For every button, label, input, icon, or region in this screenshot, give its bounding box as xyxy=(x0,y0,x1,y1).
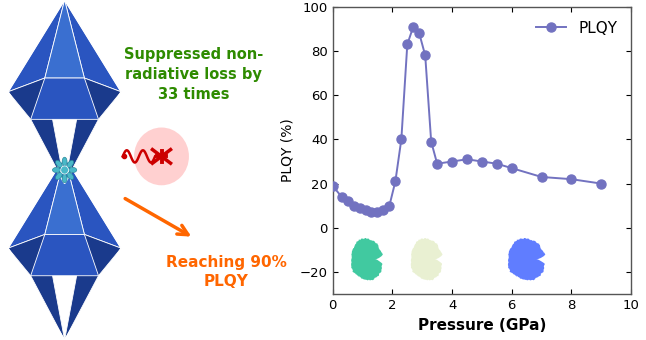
PLQY xyxy=(349,204,357,208)
Legend: PLQY: PLQY xyxy=(530,14,623,42)
Polygon shape xyxy=(65,78,121,184)
PLQY xyxy=(508,166,516,170)
PLQY xyxy=(493,162,501,166)
Ellipse shape xyxy=(67,160,74,168)
Polygon shape xyxy=(31,78,98,119)
Ellipse shape xyxy=(62,174,67,183)
Text: Suppressed non-
radiative loss by
33 times: Suppressed non- radiative loss by 33 tim… xyxy=(124,48,264,102)
Polygon shape xyxy=(65,0,121,92)
Text: Reaching 90%
PLQY: Reaching 90% PLQY xyxy=(165,255,287,289)
PLQY xyxy=(338,195,346,199)
PLQY xyxy=(433,162,441,166)
Polygon shape xyxy=(8,78,65,184)
PLQY xyxy=(373,210,381,215)
PLQY xyxy=(427,140,435,144)
Polygon shape xyxy=(31,235,98,276)
PLQY xyxy=(478,159,486,164)
Ellipse shape xyxy=(68,167,77,173)
Polygon shape xyxy=(65,156,121,248)
X-axis label: Pressure (GPa): Pressure (GPa) xyxy=(418,318,546,333)
PLQY xyxy=(403,42,412,47)
PLQY xyxy=(568,177,576,181)
Polygon shape xyxy=(411,238,443,280)
Polygon shape xyxy=(351,238,383,280)
Ellipse shape xyxy=(67,172,74,180)
FancyArrowPatch shape xyxy=(125,199,188,235)
Ellipse shape xyxy=(56,172,62,180)
Polygon shape xyxy=(508,238,545,280)
Polygon shape xyxy=(45,0,85,78)
PLQY xyxy=(397,137,405,141)
PLQY xyxy=(329,184,337,188)
PLQY xyxy=(537,175,545,179)
PLQY xyxy=(448,159,456,164)
Polygon shape xyxy=(8,156,65,248)
Ellipse shape xyxy=(52,167,61,173)
PLQY xyxy=(344,199,351,203)
PLQY xyxy=(368,210,375,215)
Ellipse shape xyxy=(62,157,67,166)
Polygon shape xyxy=(8,235,65,340)
PLQY xyxy=(598,182,605,186)
Circle shape xyxy=(61,166,68,174)
Ellipse shape xyxy=(56,160,62,168)
PLQY xyxy=(463,157,471,162)
Y-axis label: PLQY (%): PLQY (%) xyxy=(280,119,295,182)
Polygon shape xyxy=(65,235,121,340)
PLQY xyxy=(386,204,393,208)
PLQY xyxy=(391,180,399,184)
PLQY xyxy=(356,206,364,210)
PLQY xyxy=(380,208,388,212)
PLQY xyxy=(362,208,370,212)
Polygon shape xyxy=(8,0,65,92)
PLQY xyxy=(415,31,423,35)
Circle shape xyxy=(134,128,189,185)
Line: PLQY: PLQY xyxy=(328,22,606,217)
Polygon shape xyxy=(45,156,85,235)
PLQY xyxy=(421,53,429,57)
PLQY xyxy=(410,25,417,29)
